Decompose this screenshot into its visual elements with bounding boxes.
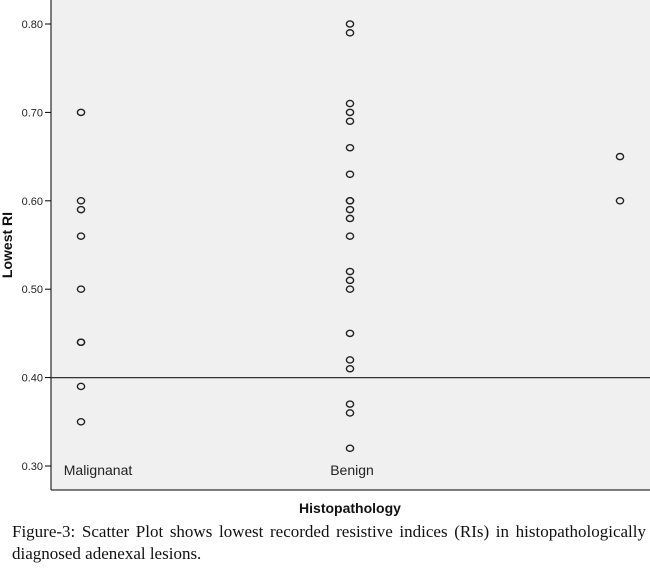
data-point bbox=[615, 196, 625, 205]
y-tick-label: 0.70 bbox=[22, 107, 43, 119]
data-point bbox=[76, 196, 86, 205]
data-point bbox=[76, 205, 86, 214]
data-point bbox=[76, 232, 86, 240]
x-category-label: Malignanat bbox=[64, 462, 133, 478]
data-point bbox=[76, 338, 86, 347]
data-point bbox=[345, 205, 355, 214]
data-point bbox=[76, 382, 86, 391]
scatter-chart: 0.30 0.40 0.50 0.60 0.70 0.80 Malignanat Benign… bbox=[0, 0, 650, 516]
data-point bbox=[345, 356, 355, 364]
y-tick-label: 0.50 bbox=[22, 284, 43, 296]
data-point bbox=[345, 214, 355, 223]
data-point bbox=[345, 267, 355, 276]
figure-caption: Figure-3: Scatter Plot shows lowest reco… bbox=[12, 522, 646, 563]
data-point bbox=[615, 152, 625, 161]
data-point bbox=[345, 29, 355, 37]
data-point bbox=[76, 417, 86, 426]
data-point bbox=[345, 276, 355, 285]
data-point bbox=[345, 117, 355, 126]
data-point bbox=[345, 329, 355, 338]
x-category-label: Benign bbox=[330, 462, 374, 478]
data-point bbox=[345, 196, 355, 205]
data-point bbox=[345, 400, 355, 408]
y-axis-title: Lowest RI bbox=[0, 212, 15, 278]
x-axis-title: Histopathology bbox=[299, 500, 401, 516]
data-points bbox=[76, 20, 625, 453]
data-point bbox=[345, 99, 355, 108]
data-point bbox=[345, 364, 355, 373]
data-point bbox=[345, 232, 355, 240]
data-point bbox=[345, 170, 355, 179]
data-point bbox=[345, 409, 355, 417]
y-tick-label: 0.40 bbox=[22, 373, 43, 385]
data-point bbox=[345, 143, 355, 152]
data-point bbox=[76, 285, 86, 294]
y-tick-label: 0.60 bbox=[22, 196, 43, 208]
data-point bbox=[345, 444, 355, 453]
data-point bbox=[76, 108, 86, 117]
data-point bbox=[345, 20, 355, 28]
y-tick-label: 0.80 bbox=[22, 19, 43, 31]
data-point bbox=[345, 108, 355, 117]
axes: 0.30 0.40 0.50 0.60 0.70 0.80 Malignanat Benign bbox=[22, 0, 650, 491]
plot-area bbox=[51, 0, 650, 490]
y-tick-label: 0.30 bbox=[22, 461, 43, 473]
data-point bbox=[345, 285, 355, 294]
